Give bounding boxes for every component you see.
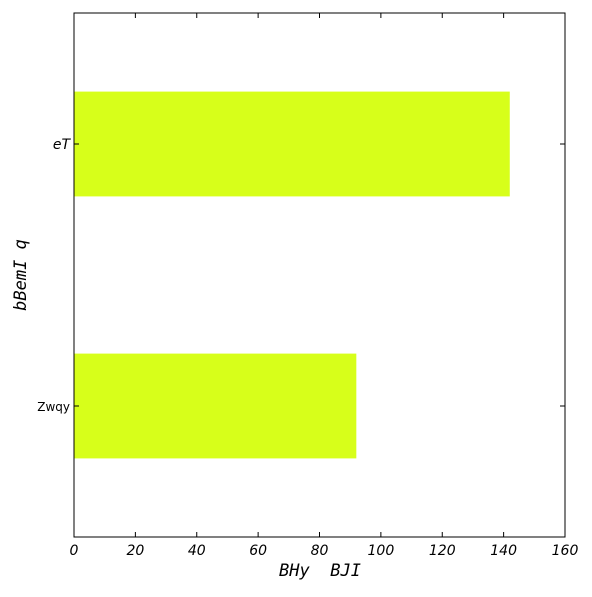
x-axis-title: BHy BJI bbox=[279, 561, 361, 581]
y-axis-title: bBemI q bbox=[11, 239, 31, 311]
bar-eT bbox=[74, 91, 510, 197]
x-tick-label: 80 bbox=[311, 543, 329, 559]
x-tick-label: 60 bbox=[249, 543, 267, 559]
ticks-layer bbox=[73, 13, 566, 537]
bars-layer bbox=[74, 91, 510, 459]
labels-layer: eT Zwqy 0 20 40 60 80 100 120 140 160 bbox=[37, 137, 578, 559]
y-tick-label: eT bbox=[53, 137, 72, 153]
x-tick-label: 120 bbox=[429, 543, 456, 559]
x-tick-label: 0 bbox=[70, 543, 79, 559]
y-tick-label: Zwqy bbox=[37, 400, 70, 414]
x-tick-label: 140 bbox=[490, 543, 517, 559]
x-tick-label: 160 bbox=[552, 543, 579, 559]
x-tick-label: 40 bbox=[188, 543, 206, 559]
x-tick-label: 100 bbox=[368, 543, 395, 559]
x-tick-label: 20 bbox=[126, 543, 144, 559]
bar-Zwqy bbox=[74, 353, 357, 459]
